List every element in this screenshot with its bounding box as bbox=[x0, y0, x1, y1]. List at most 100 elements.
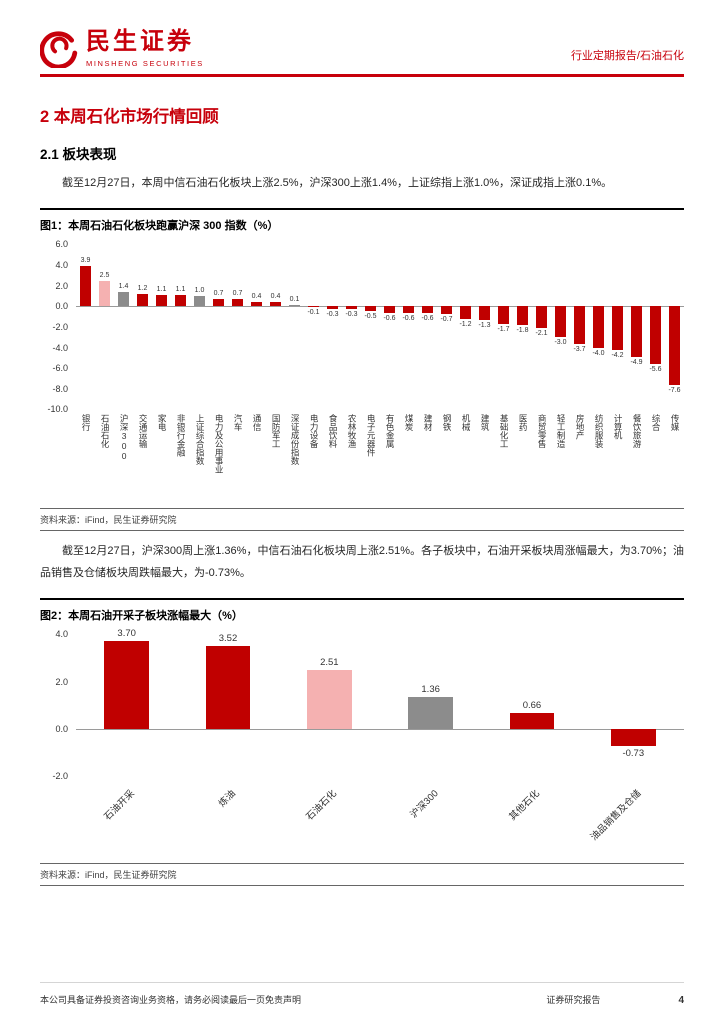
y-axis-tick-label: 4.0 bbox=[55, 260, 68, 271]
x-category-label: 建筑 bbox=[480, 414, 491, 432]
x-category-label: 纺织服装 bbox=[594, 414, 605, 449]
y-axis-tick-label: 6.0 bbox=[55, 239, 68, 250]
x-category: 轻工制造 bbox=[551, 409, 570, 503]
bar-通信 bbox=[250, 302, 263, 307]
page-footer: 本公司具备证券投资咨询业务资格，请务必阅读最后一页免责声明 证券研究报告 4 bbox=[40, 982, 684, 1024]
x-category-label: 煤炭 bbox=[404, 414, 415, 432]
bar-slot: -4.0 bbox=[589, 244, 608, 409]
bar-银行 bbox=[79, 266, 92, 307]
x-category-label: 商贸零售 bbox=[537, 414, 548, 449]
x-category-label: 房地产 bbox=[575, 414, 586, 440]
brand-text: 民生证券 MINSHENG SECURITIES bbox=[86, 29, 204, 68]
x-category: 其他石化 bbox=[481, 776, 582, 858]
bar-value-label: 0.4 bbox=[251, 293, 262, 301]
x-category-label: 电力设备 bbox=[309, 414, 320, 449]
x-category-label: 交通运输 bbox=[138, 414, 149, 449]
y-axis-tick-label: -2.0 bbox=[52, 321, 68, 332]
bar-食品饮料 bbox=[326, 306, 339, 310]
bar-slot: -5.6 bbox=[646, 244, 665, 409]
bar-value-label: -1.8 bbox=[516, 326, 529, 334]
x-category: 餐饮旅游 bbox=[627, 409, 646, 503]
bar-slot: -0.6 bbox=[380, 244, 399, 409]
figure2: 图2：本周石油开采子板块涨幅最大（%） 4.0 2.0 0.0 -2.0 3.70 3.… bbox=[40, 598, 684, 887]
x-category: 沪深300 bbox=[114, 409, 133, 503]
x-category: 综合 bbox=[646, 409, 665, 503]
bar-电力设备 bbox=[307, 306, 320, 308]
bar-slot: -3.0 bbox=[551, 244, 570, 409]
bar-非银行金融 bbox=[174, 294, 187, 307]
bar-slot: 0.66 bbox=[481, 634, 582, 776]
bar-value-label: -5.6 bbox=[649, 366, 662, 374]
bar-上证综合指数 bbox=[193, 296, 206, 307]
bar-slot: -0.3 bbox=[323, 244, 342, 409]
x-category-label: 上证综合指数 bbox=[195, 414, 206, 466]
bar-value-label: -4.9 bbox=[630, 358, 643, 366]
y-axis-tick-label: -10.0 bbox=[47, 404, 68, 415]
bar-value-label: 0.1 bbox=[289, 296, 300, 304]
y-axis-tick-label: -8.0 bbox=[52, 383, 68, 394]
y-axis-tick-label: -2.0 bbox=[52, 771, 68, 782]
bar-slot: -4.9 bbox=[627, 244, 646, 409]
bar-slot: 2.5 bbox=[95, 244, 114, 409]
brand-name-cn: 民生证券 bbox=[86, 29, 194, 56]
brand-name-en: MINSHENG SECURITIES bbox=[86, 58, 204, 68]
bar-slot: -0.5 bbox=[361, 244, 380, 409]
bar-农林牧渔 bbox=[345, 306, 358, 310]
bar-value-label: -2.1 bbox=[535, 329, 548, 337]
bar-value-label: -0.6 bbox=[402, 314, 415, 322]
y-axis-tick-label: 4.0 bbox=[55, 629, 68, 640]
y-axis-tick-label: -4.0 bbox=[52, 342, 68, 353]
bar-slot: 1.36 bbox=[380, 634, 481, 776]
x-category-label: 基础化工 bbox=[499, 414, 510, 449]
x-category: 计算机 bbox=[608, 409, 627, 503]
bar-value-label: -0.3 bbox=[345, 311, 358, 319]
figure2-title: 图2：本周石油开采子板块涨幅最大（%） bbox=[40, 598, 684, 626]
bar-商贸零售 bbox=[535, 306, 548, 328]
figure1-plot-area: 3.9 2.5 1.4 1.2 1.1 1.1 1.0 0.7 0.7 0.4 0.4 0.1 -0.1… bbox=[76, 244, 684, 409]
x-category: 有色金属 bbox=[380, 409, 399, 503]
x-category-label: 石油石化 bbox=[100, 414, 111, 449]
bar-value-label: -1.2 bbox=[459, 320, 472, 328]
bar-slot: 1.4 bbox=[114, 244, 133, 409]
x-category-label: 国防军工 bbox=[271, 414, 282, 449]
x-category: 汽车 bbox=[228, 409, 247, 503]
report-type-label: 行业定期报告/石油石化 bbox=[570, 50, 684, 62]
x-category-label: 计算机 bbox=[613, 414, 624, 440]
x-category: 农林牧渔 bbox=[342, 409, 361, 503]
x-category-label: 油品销售及仓储 bbox=[588, 788, 644, 844]
x-category: 纺织服装 bbox=[589, 409, 608, 503]
bar-slot: 0.4 bbox=[266, 244, 285, 409]
bar-slot: 3.52 bbox=[177, 633, 278, 776]
x-category: 上证综合指数 bbox=[190, 409, 209, 503]
bar-value-label: -7.6 bbox=[668, 386, 681, 394]
bar-value-label: -0.7 bbox=[440, 315, 453, 323]
x-category: 国防军工 bbox=[266, 409, 285, 503]
bar-value-label: 1.2 bbox=[137, 284, 148, 292]
x-category-label: 石油石化 bbox=[304, 788, 340, 824]
bar-slot: -4.2 bbox=[608, 244, 627, 409]
x-category: 电子元器件 bbox=[361, 409, 380, 503]
y-axis-tick-label: 2.0 bbox=[55, 280, 68, 291]
x-category-label: 电子元器件 bbox=[366, 414, 377, 457]
x-category: 家电 bbox=[152, 409, 171, 503]
bar-其他石化 bbox=[509, 713, 555, 729]
minsheng-logo: 民生证券 MINSHENG SECURITIES bbox=[40, 30, 204, 68]
bar-slot: 2.51 bbox=[279, 634, 380, 776]
bar-石油石化 bbox=[98, 280, 111, 307]
zero-axis-line bbox=[76, 306, 684, 308]
bar-计算机 bbox=[611, 306, 624, 350]
bar-slot: -1.7 bbox=[494, 244, 513, 409]
y-axis-tick-label: 0.0 bbox=[55, 301, 68, 312]
x-category: 炼油 bbox=[177, 776, 278, 858]
figure2-chart: 4.0 2.0 0.0 -2.0 3.70 3.52 2.51 1.36 0.66 -0.73 … bbox=[40, 626, 684, 858]
x-category-label: 电力及公用事业 bbox=[214, 414, 225, 474]
figure2-bar-series: 3.70 3.52 2.51 1.36 0.66 -0.73 bbox=[76, 628, 684, 776]
bar-slot: -1.3 bbox=[475, 244, 494, 409]
bar-沪深300 bbox=[117, 291, 130, 307]
bar-slot: -7.6 bbox=[665, 244, 684, 409]
figure2-source: 资料来源：iFind，民生证券研究院 bbox=[40, 863, 684, 887]
bar-钢铁 bbox=[440, 306, 453, 314]
bar-value-label: -0.5 bbox=[364, 313, 377, 321]
subsection-title: 2.1 板块表现 bbox=[40, 147, 117, 162]
